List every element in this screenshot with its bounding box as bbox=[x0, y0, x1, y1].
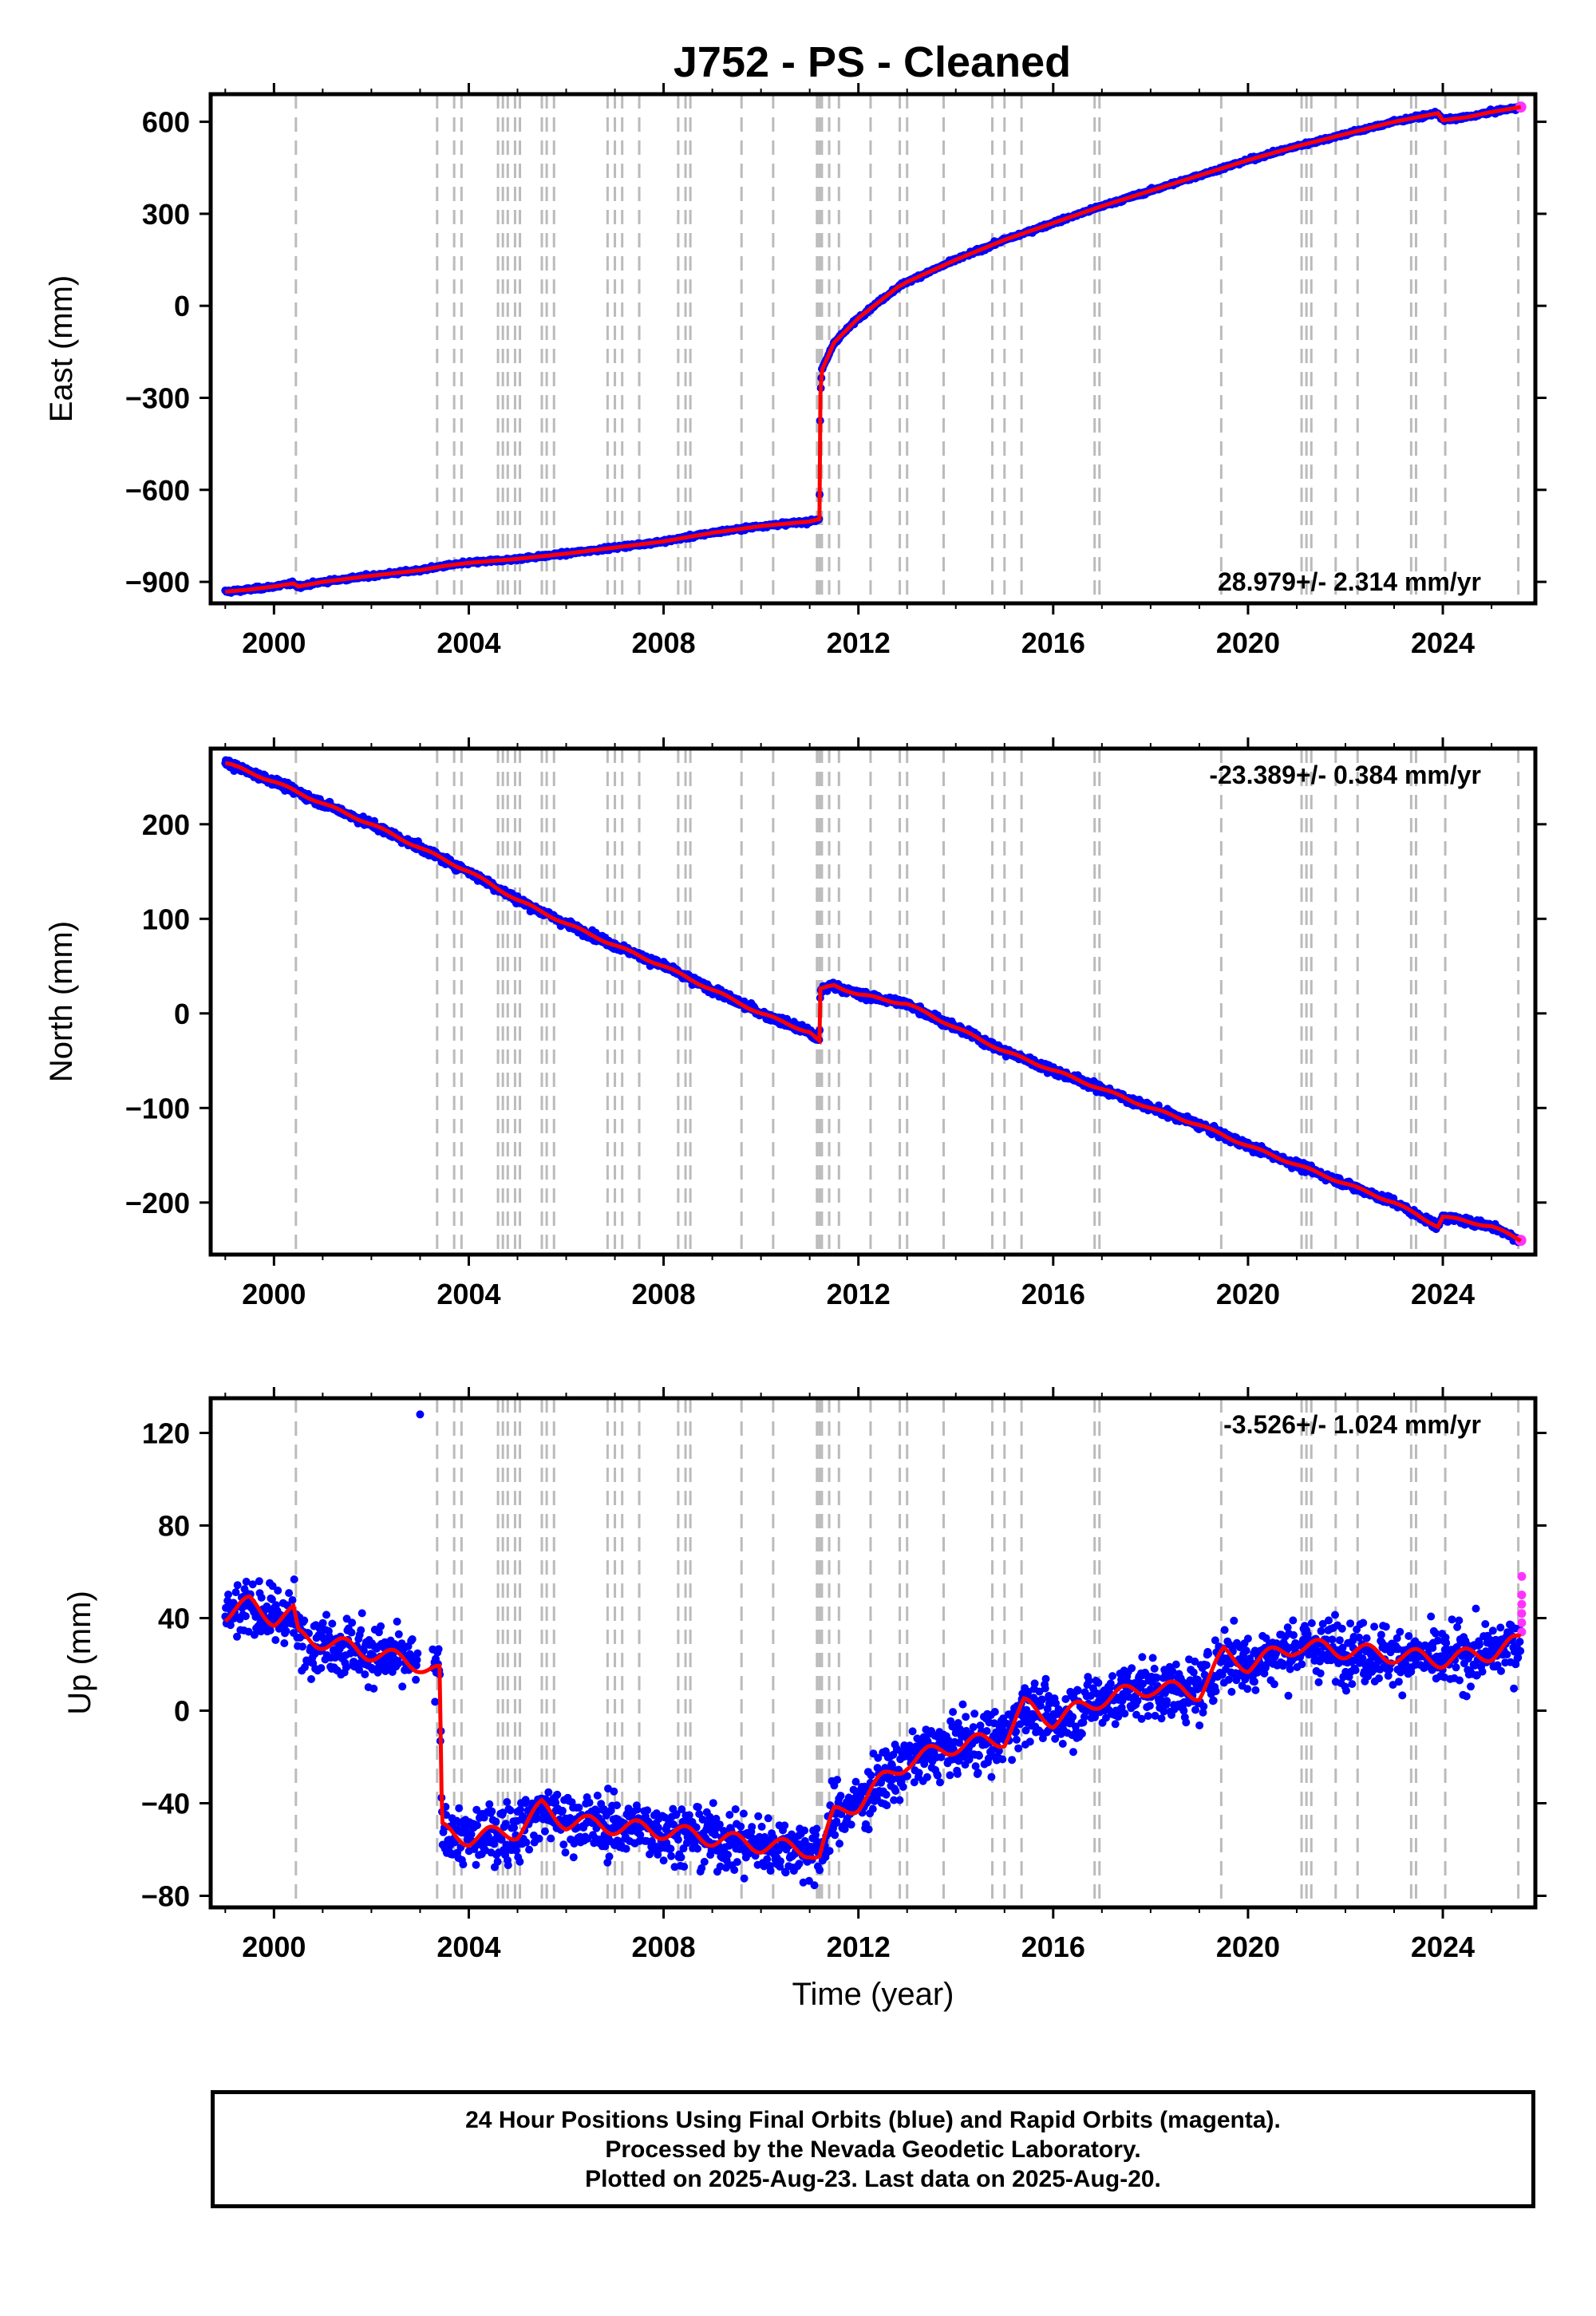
x-tick-label: 2024 bbox=[1411, 626, 1475, 659]
x-tick-label: 2020 bbox=[1216, 626, 1280, 659]
data-point bbox=[233, 1581, 242, 1590]
panel-1: 2000 2004 2008 2012 2016 2020 2024 −900 −600 −300… bbox=[44, 83, 1547, 659]
y-tick-label: 600 bbox=[142, 106, 190, 139]
plot-area bbox=[221, 749, 1527, 1255]
data-point bbox=[271, 1636, 280, 1644]
velocity-label: -23.389+/- 0.384 mm/yr bbox=[1209, 761, 1481, 789]
data-point bbox=[257, 1593, 266, 1602]
data-point bbox=[241, 1612, 250, 1621]
x-tick-label: 2008 bbox=[632, 626, 696, 659]
y-tick-label: −100 bbox=[125, 1092, 190, 1124]
data-point bbox=[328, 1619, 337, 1628]
y-tick-label: 0 bbox=[174, 290, 190, 322]
chart-title: J752 - PS - Cleaned bbox=[674, 38, 1071, 86]
data-point bbox=[307, 1675, 315, 1683]
data-point bbox=[282, 1626, 290, 1635]
y-tick-label: 200 bbox=[142, 808, 190, 841]
y-tick-label: 300 bbox=[142, 198, 190, 231]
x-tick-label: 2012 bbox=[827, 626, 891, 659]
plot-frame bbox=[208, 92, 1538, 606]
data-point bbox=[317, 1664, 326, 1673]
panel-3: 2000 2004 2008 2012 2016 2020 2024−80−40040801… bbox=[62, 1387, 1547, 2012]
y-tick-label: −300 bbox=[125, 381, 190, 414]
y-axis-label: North (mm) bbox=[44, 921, 79, 1082]
data-point bbox=[224, 1591, 232, 1599]
data-point bbox=[255, 1577, 263, 1586]
data-point bbox=[322, 1611, 330, 1619]
y-axis-label: East (mm) bbox=[44, 275, 79, 422]
data-point bbox=[290, 1575, 298, 1583]
velocity-label: 28.979+/- 2.314 mm/yr bbox=[1218, 567, 1481, 596]
data-point bbox=[280, 1639, 289, 1647]
plot-area bbox=[221, 1398, 1527, 1907]
y-tick-label: −600 bbox=[125, 474, 190, 507]
data-point bbox=[274, 1587, 282, 1595]
data-point bbox=[285, 1589, 294, 1598]
x-tick-label: 2004 bbox=[437, 626, 500, 659]
x-tick-label: 2016 bbox=[1021, 1278, 1085, 1310]
data-point bbox=[347, 1628, 356, 1637]
x-tick-label: 2004 bbox=[437, 1278, 500, 1310]
x-tick-label: 2012 bbox=[827, 1278, 891, 1310]
x-tick-label: 2020 bbox=[1216, 1278, 1280, 1310]
y-tick-label: −200 bbox=[125, 1187, 190, 1219]
x-tick-label: 2000 bbox=[242, 626, 306, 659]
data-point bbox=[300, 1616, 309, 1625]
x-tick-label: 2000 bbox=[242, 1278, 306, 1310]
x-tick-label: 2008 bbox=[632, 1278, 696, 1310]
panel-2: 2000 2004 2008 2012 2016 2020 2024 −200 −100 0 100… bbox=[44, 737, 1547, 1310]
y-tick-label: −900 bbox=[125, 566, 190, 599]
data-point bbox=[348, 1618, 357, 1627]
data-point bbox=[298, 1642, 306, 1651]
data-point bbox=[288, 1596, 297, 1604]
final-orbit-points bbox=[221, 756, 1525, 1247]
y-tick-label: 0 bbox=[174, 998, 190, 1030]
x-tick-label: 2016 bbox=[1021, 626, 1085, 659]
y-tick-label: 100 bbox=[142, 903, 190, 935]
model-line bbox=[225, 105, 1522, 594]
x-tick-label: 2024 bbox=[1411, 1278, 1475, 1310]
final-orbit-points bbox=[221, 102, 1525, 597]
plot-area bbox=[221, 94, 1527, 603]
data-point bbox=[318, 1618, 327, 1627]
